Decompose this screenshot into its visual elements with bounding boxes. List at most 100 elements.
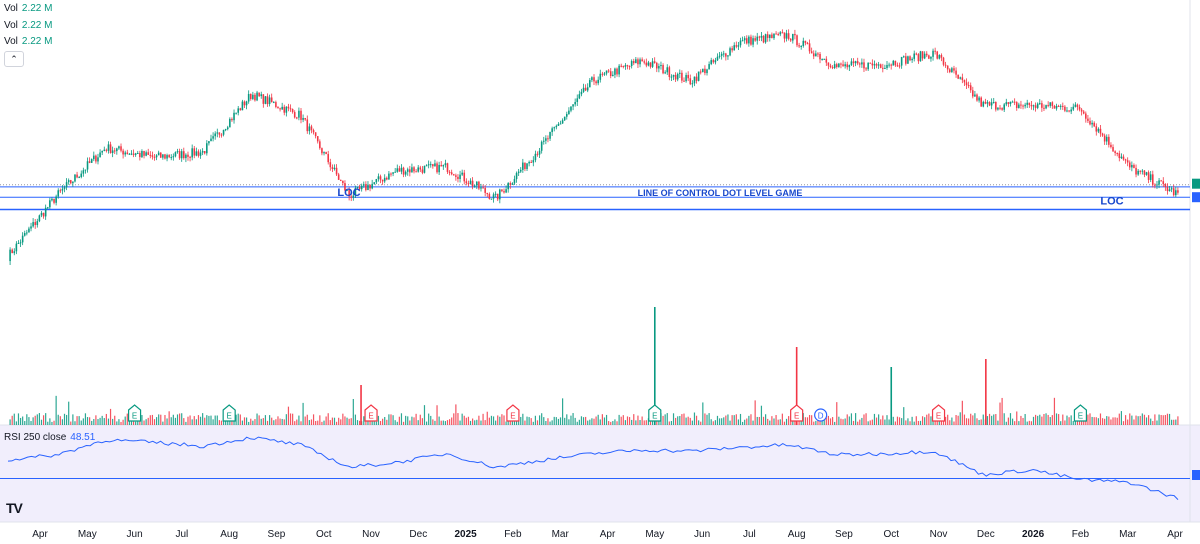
candle (894, 60, 897, 67)
candle-body (917, 54, 920, 62)
candle-body (896, 65, 899, 67)
collapse-legend-button[interactable]: ⌃ (4, 51, 24, 67)
volume-bar (1058, 414, 1060, 425)
candle-body (224, 129, 227, 131)
candle (300, 107, 302, 124)
candle (748, 35, 750, 47)
volume-bar (390, 414, 392, 425)
candle (823, 58, 826, 60)
volume-bar (476, 419, 478, 425)
candle (1145, 171, 1148, 176)
volume-bar (451, 417, 453, 425)
candle-body (46, 207, 49, 209)
volume-bar (526, 416, 528, 425)
candle-body (1160, 180, 1162, 182)
candle (367, 181, 369, 191)
volume-bar (331, 417, 333, 425)
volume-bar (384, 416, 386, 425)
candle (601, 71, 604, 77)
candle (856, 57, 859, 66)
candle-body (704, 68, 706, 74)
candle-body (312, 130, 315, 133)
candle (272, 101, 275, 104)
candle-body (1141, 170, 1144, 172)
candle (388, 170, 390, 180)
volume-bar (402, 421, 405, 425)
earnings-marker-shape (1073, 404, 1088, 422)
volume-bar (32, 417, 34, 425)
volume-bar (675, 417, 677, 425)
candle (145, 150, 147, 157)
candle (172, 153, 175, 161)
candle (249, 93, 252, 101)
candle (517, 168, 520, 177)
candle (1087, 115, 1089, 123)
candle (833, 60, 836, 70)
volume-bar (1018, 421, 1020, 425)
volume-bar (1175, 419, 1177, 425)
volume-bar (76, 416, 78, 425)
volume-bar (315, 421, 317, 425)
candle-body (107, 144, 110, 151)
candle-body (572, 104, 574, 107)
candle-body (97, 157, 99, 162)
candle (362, 181, 365, 188)
volume-bar (63, 413, 66, 425)
volume-bar (1114, 417, 1116, 425)
candle (189, 155, 191, 162)
candle (990, 98, 993, 110)
volume-bar (723, 417, 725, 425)
candle (817, 52, 819, 58)
candle (752, 35, 754, 48)
candle (325, 151, 327, 155)
candle-body (643, 61, 646, 63)
candle (218, 132, 221, 138)
candle-body (1047, 105, 1049, 107)
volume-bar (151, 414, 154, 425)
candle (1080, 107, 1083, 116)
candle-body (605, 70, 608, 74)
volume-bar (193, 416, 195, 425)
candle-body (130, 153, 133, 155)
volume-bar (687, 416, 689, 425)
volume-bar (179, 413, 181, 425)
volume-bar (785, 418, 788, 425)
volume-bar (405, 415, 407, 425)
candle (1131, 161, 1133, 172)
candle-body (61, 188, 64, 191)
candle (122, 148, 124, 159)
candle (691, 80, 694, 88)
candle (1177, 187, 1179, 195)
candle (1151, 170, 1154, 188)
candle-body (808, 43, 811, 52)
candle (658, 63, 660, 73)
candle-body (438, 164, 440, 173)
candle-body (940, 55, 943, 58)
volume-bar (1162, 415, 1164, 425)
candle-body (80, 173, 83, 178)
candle-body (101, 150, 103, 153)
candle (1024, 102, 1026, 109)
candle (97, 153, 99, 165)
volume-bar (455, 404, 457, 425)
candle-body (473, 185, 476, 187)
candle-body (1036, 103, 1039, 108)
candle (109, 141, 112, 154)
candle-body (1028, 102, 1031, 105)
candle-body (262, 94, 265, 104)
candle-body (316, 136, 319, 142)
candle-body (339, 179, 342, 181)
candle-body (1005, 102, 1008, 105)
volume-bar (40, 419, 43, 425)
candle (986, 100, 989, 108)
candle (1018, 102, 1020, 109)
candle-body (1057, 105, 1060, 107)
candle-body (1015, 102, 1018, 108)
candle-body (762, 35, 765, 43)
candle-body (616, 68, 618, 75)
volume-bar (681, 414, 683, 425)
candle (702, 68, 704, 73)
candle (256, 90, 258, 102)
